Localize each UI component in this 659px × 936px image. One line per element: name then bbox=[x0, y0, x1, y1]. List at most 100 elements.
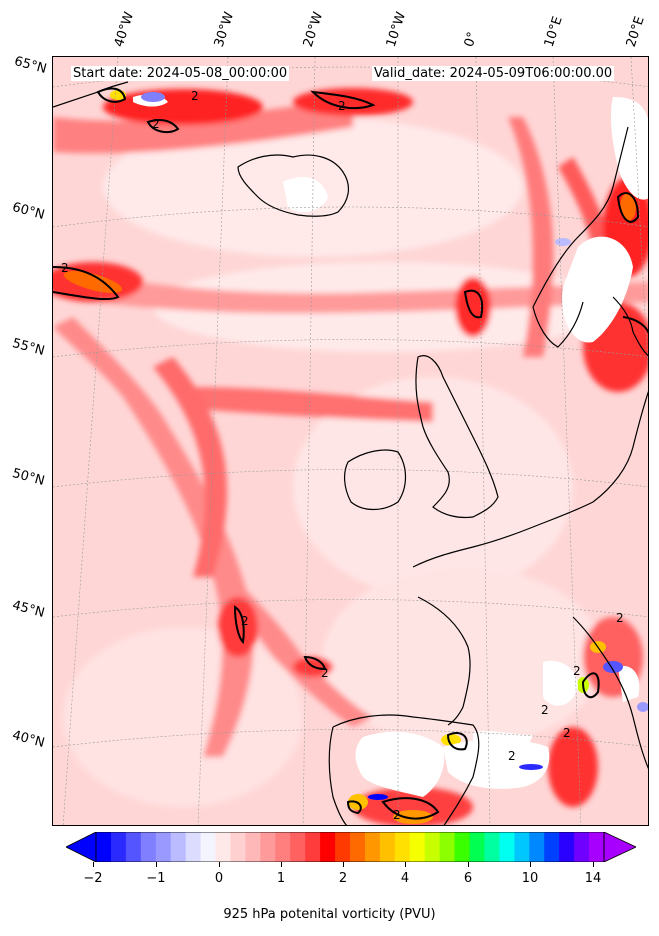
colorbar-swatch bbox=[499, 832, 515, 862]
negative-spot bbox=[555, 238, 571, 246]
colorbar-swatch bbox=[170, 832, 187, 862]
colorbar-swatch bbox=[350, 832, 366, 862]
colorbar-tick-label: 6 bbox=[463, 871, 473, 886]
masked-area bbox=[283, 177, 328, 213]
pv-2-contour bbox=[303, 655, 327, 671]
colorbar-tick-mark bbox=[593, 862, 594, 867]
pv-2-contour bbox=[233, 605, 245, 645]
colorbar-swatch bbox=[529, 832, 545, 862]
colorbar-tick-label: 1 bbox=[276, 871, 286, 886]
pv-2-contour bbox=[53, 266, 120, 301]
colorbar-swatch bbox=[110, 832, 127, 862]
pale-region bbox=[63, 627, 303, 807]
masked-area bbox=[562, 236, 633, 343]
pv-2-contour bbox=[616, 192, 640, 223]
contour-label: 2 bbox=[573, 664, 581, 678]
lon-label-30w: 30°W bbox=[211, 10, 238, 49]
lat-label-40n: 40°N bbox=[10, 728, 47, 751]
pv-2-contour bbox=[310, 90, 376, 110]
lon-label-40w: 40°W bbox=[111, 10, 138, 49]
pv-spot bbox=[393, 810, 433, 824]
colorbar-over-arrow bbox=[603, 832, 636, 862]
colorbar-swatch bbox=[559, 832, 575, 862]
colorbar bbox=[66, 832, 636, 862]
masked-areas bbox=[133, 94, 648, 797]
contour-label: 2 bbox=[321, 666, 329, 680]
pv-2-contour bbox=[581, 672, 600, 699]
pv-maximum bbox=[293, 88, 413, 116]
colorbar-tick-label: 2 bbox=[338, 871, 348, 886]
coastline-britain bbox=[415, 355, 499, 519]
pale-region bbox=[293, 377, 573, 597]
masked-area bbox=[355, 731, 445, 797]
coastlines bbox=[53, 81, 648, 825]
negative-spot bbox=[637, 702, 648, 712]
contour-label: 2 bbox=[191, 89, 199, 103]
colorbar-swatch bbox=[200, 832, 217, 862]
colorbar-swatch bbox=[394, 832, 411, 862]
pv-2-contour bbox=[446, 731, 468, 751]
colorbar-swatch bbox=[290, 832, 306, 862]
coastline-ireland bbox=[344, 449, 407, 511]
lat-label-45n: 45°N bbox=[10, 598, 47, 621]
colorbar-tick-mark bbox=[468, 862, 469, 867]
negative-spot bbox=[141, 92, 165, 102]
pv-2-contour bbox=[381, 797, 440, 820]
contour-labels: 2 2 2 2 2 2 2 2 2 2 2 2 bbox=[61, 89, 624, 822]
colorbar-swatch bbox=[454, 832, 471, 862]
pv-band bbox=[53, 97, 353, 154]
pv-band bbox=[53, 267, 648, 314]
start-date-label: Start date: 2024-05-08_00:00:00 bbox=[71, 66, 290, 81]
contour-label: 2 bbox=[393, 808, 401, 822]
colorbar-tick-mark bbox=[156, 862, 157, 867]
colorbar-tick-mark bbox=[343, 862, 344, 867]
colorbar-swatch bbox=[469, 832, 485, 862]
pv-spot bbox=[63, 271, 123, 293]
colorbar-swatch bbox=[125, 832, 142, 862]
lat-label-65n: 65°N bbox=[12, 54, 49, 77]
colorbar-tick-mark bbox=[405, 862, 406, 867]
lat-label-55n: 55°N bbox=[10, 336, 47, 359]
colorbar-tick-label: 0 bbox=[214, 871, 224, 886]
colorbar-swatch bbox=[140, 832, 157, 862]
pv-2-contour bbox=[146, 119, 180, 134]
colorbar-swatch bbox=[155, 832, 172, 862]
colorbar-swatch bbox=[96, 832, 112, 862]
pv-spot bbox=[441, 734, 461, 746]
colorbar-tick-mark bbox=[281, 862, 282, 867]
pv-shading bbox=[53, 88, 648, 825]
colorbar-swatch bbox=[275, 832, 291, 862]
pv-map: 2 2 2 2 2 2 2 2 2 2 2 2 bbox=[52, 56, 649, 826]
lon-label-0: 0° bbox=[461, 30, 481, 49]
pv-spot bbox=[620, 193, 636, 221]
pv-band bbox=[193, 387, 433, 422]
coastline-france-west bbox=[417, 596, 471, 726]
masked-area bbox=[473, 731, 533, 757]
colorbar-tick-mark bbox=[219, 862, 220, 867]
lon-label-10e: 10°E bbox=[541, 14, 566, 50]
coastline-norway bbox=[532, 126, 629, 348]
pv-2-contours bbox=[53, 87, 648, 820]
contour-label: 2 bbox=[616, 611, 624, 625]
contour-label: 2 bbox=[241, 614, 249, 628]
colorbar-swatch bbox=[185, 832, 202, 862]
colorbar-tick-label: −1 bbox=[146, 871, 166, 886]
contour-label: 2 bbox=[61, 261, 69, 275]
pv-maximum bbox=[103, 89, 263, 125]
coastline-denmark bbox=[612, 296, 648, 357]
colorbar-tick-mark bbox=[93, 862, 94, 867]
coastline-italy bbox=[572, 616, 648, 769]
pv-maximum bbox=[455, 277, 491, 337]
colorbar-swatch bbox=[260, 832, 276, 862]
coastline-iceland bbox=[237, 154, 350, 217]
pv-2-contour bbox=[96, 87, 127, 103]
negative-spot bbox=[368, 794, 388, 800]
negative-spot bbox=[519, 764, 543, 770]
negative-spot bbox=[603, 661, 623, 673]
lon-label-20e: 20°E bbox=[623, 14, 648, 50]
colorbar-swatch bbox=[215, 832, 231, 862]
colorbar-label: 925 hPa potenital vorticity (PVU) bbox=[223, 907, 436, 922]
contour-label: 2 bbox=[152, 117, 160, 131]
lat-label-50n: 50°N bbox=[10, 466, 47, 489]
colorbar-swatch bbox=[305, 832, 321, 862]
